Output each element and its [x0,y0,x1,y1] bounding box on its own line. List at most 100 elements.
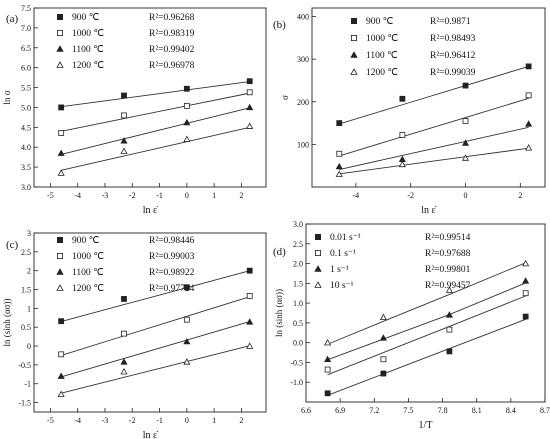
x-tick-label: 1 [212,191,216,200]
x-axis-label: ln ε̇ [421,205,436,216]
data-point-series-3 [335,162,343,170]
fit-line-series-2 [61,92,250,132]
x-tick-label: -4 [353,191,360,200]
fit-line-series-2 [339,97,529,157]
x-tick-label: 2 [518,191,522,200]
legend-label-series-4: 1200 ℃ [72,284,104,294]
chart-panel-3: -5 -4 -3 -2 -1 0 1 2 -1.5 -1 -0.5 0 0.5 1 1.5 2 2.5 3 ln ε… [2,229,267,439]
y-axis-label: ln σ [2,90,12,104]
legend-label-series-3: 1100 ℃ [72,45,104,55]
y-tick-label: 1.5 [21,286,31,295]
x-tick-label: 6.9 [335,406,345,415]
x-tick-label: -4 [74,191,81,200]
data-point-series-4 [379,313,387,321]
x-tick-label: 2 [239,416,243,425]
legend-label-series-2: 0.1 s⁻¹ [330,249,356,259]
x-tick-label: -1 [156,191,163,200]
x-axis-label: ln ε̇ [143,205,158,216]
data-point-series-1 [121,92,127,99]
legend-label-series-2: 1000 ℃ [72,252,104,262]
data-point-series-2 [183,102,190,109]
data-point-series-1 [380,370,387,377]
fit-line-series-4 [61,345,250,394]
data-point-series-3 [445,311,453,318]
data-point-series-3 [525,120,533,127]
y-tick-label: 1 [27,304,31,313]
chart-panel-4: 6.6 6.9 7.2 7.5 7.8 8.1 8.4 8.7 -1.0 -0.5 0.0 0.5 1.… [273,220,550,431]
legend-label-series-3: 1 s⁻¹ [330,265,349,275]
y-tick-label: 3.5 [21,163,31,172]
panel-label: (d) [273,246,286,258]
legend-r2-series-3: R²=0.99402 [149,45,195,55]
data-point-series-1 [58,104,65,111]
data-point-series-4 [183,358,191,365]
x-tick-label: 0 [464,191,468,200]
y-axis-label: ln (sinh (ασ)) [2,298,12,346]
data-point-series-2 [525,92,532,99]
legend-marker-series-2 [350,35,357,42]
y-tick-label: 3 [27,229,31,238]
x-tick-label: -1 [156,416,163,425]
y-tick-label: -0.5 [290,358,303,367]
data-point-series-4 [183,135,191,142]
x-tick-label: -3 [102,416,109,425]
legend-r2-series-1: R²=0.99514 [425,233,471,243]
plot-frame [305,223,546,403]
y-tick-label: 2.5 [21,248,31,257]
panel-label: (a) [6,13,19,25]
legend-r2-series-3: R²=0.99801 [425,265,471,275]
data-point-series-3 [120,137,128,144]
fit-line-series-2 [61,296,250,356]
data-point-series-4 [246,342,254,349]
chart-panel-2: -4 -2 0 2 100 200 300 400 ln ε̇ σ (b) 900 ℃ R²=0.987… [273,7,546,216]
data-point-series-2 [121,112,127,119]
legend-label-series-4: 10 s⁻¹ [330,281,354,291]
legend-marker-series-2 [57,29,64,36]
legend-r2-series-4: R²=0.97724 [149,284,195,294]
data-point-series-1 [246,78,253,85]
data-point-series-3 [379,334,387,341]
fit-line-series-4 [339,147,529,175]
data-point-series-2 [324,366,331,373]
data-point-series-4 [445,286,453,293]
fit-line-series-3 [61,321,250,378]
y-tick-label: -1.5 [18,399,31,408]
y-tick-label: 5.0 [21,103,31,112]
fit-line-series-3 [61,107,250,155]
y-axis-label: ln (sinh (ασ)) [274,289,284,337]
data-point-series-4 [57,390,65,397]
data-point-series-4 [120,147,128,154]
y-tick-label: 7.0 [21,24,31,33]
data-point-series-1 [336,120,343,126]
data-point-series-2 [399,132,406,138]
data-point-series-1 [522,313,529,320]
y-tick-label: 7.5 [21,4,31,13]
data-point-series-3 [246,103,254,111]
legend-label-series-4: 1200 ℃ [366,68,398,78]
data-point-series-4 [57,169,65,176]
y-tick-label: 1.5 [293,279,303,288]
x-tick-label: -2 [129,416,136,425]
data-point-series-2 [246,89,253,96]
legend-label-series-1: 900 ℃ [72,236,100,246]
legend-r2-series-4: R²=0.96978 [149,61,195,71]
y-tick-label: 0.5 [21,323,31,332]
data-point-series-2 [462,118,469,124]
legend-r2-series-4: R²=0.99457 [425,281,471,291]
y-tick-label: 1.0 [293,299,303,308]
y-tick-label: 400 [297,13,309,22]
y-tick-label: 4.0 [21,143,31,152]
data-point-series-4 [398,160,406,168]
x-tick-label: -2 [129,191,136,200]
y-tick-label: 2.0 [293,260,303,269]
fit-line-series-4 [327,262,526,345]
x-tick-label: -5 [47,191,54,200]
legend-marker-series-2 [314,249,321,256]
legend-r2-series-1: R²=0.98446 [149,236,195,246]
fit-line-series-1 [339,65,529,125]
y-axis-label: σ [280,95,290,100]
plot-frame [311,7,546,188]
y-tick-label: 2.5 [293,240,303,249]
data-point-series-2 [380,356,387,363]
data-point-series-2 [446,326,453,333]
